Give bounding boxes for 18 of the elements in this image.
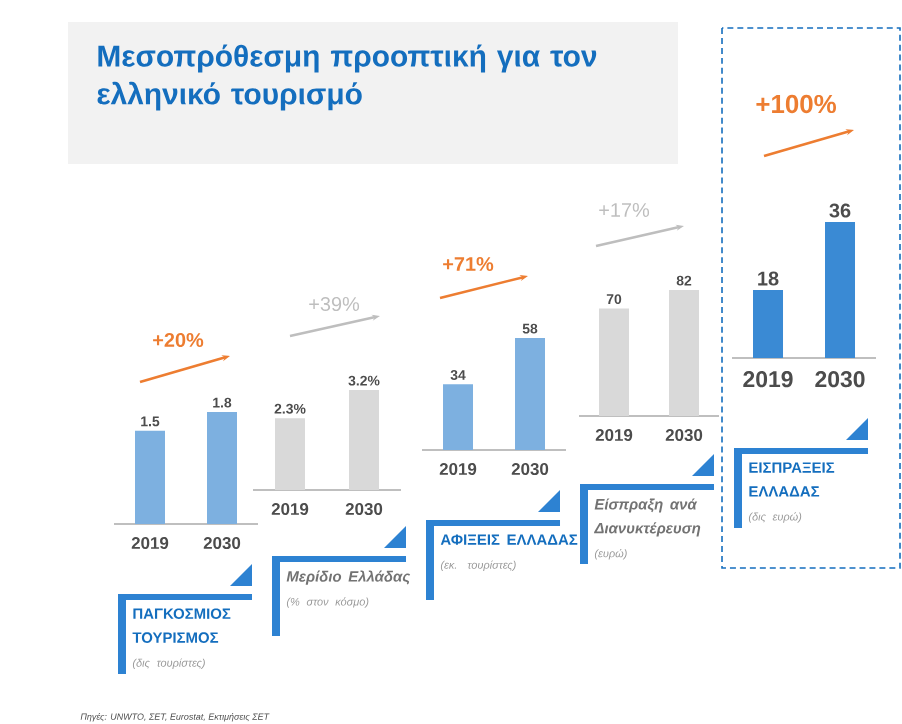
text: +100% — [756, 94, 836, 114]
x-tick-label: 2030 — [511, 463, 549, 476]
x-tick-label: 2030 — [203, 537, 241, 550]
text: +17% — [599, 203, 650, 217]
text: Μεσοπρόθεσμη προοπτική για τον ελληνικό τουρισμό — [97, 44, 597, 111]
x-tick-label: 2030 — [815, 371, 865, 388]
x-tick-label: 2019 — [439, 463, 477, 476]
text: +20% — [153, 332, 204, 348]
x-tick-label: 2019 — [131, 537, 169, 550]
text: +39% — [309, 296, 360, 312]
x-tick-label: 2019 — [595, 429, 633, 442]
x-tick-label: 2019 — [271, 503, 309, 516]
data-label: 36 — [829, 203, 851, 218]
x-tick-label: 2030 — [345, 503, 383, 516]
x-tick-label: 2019 — [743, 371, 793, 388]
data-label: 18 — [758, 271, 779, 286]
x-tick-label: 2030 — [665, 429, 703, 442]
text: +71% — [443, 256, 494, 271]
